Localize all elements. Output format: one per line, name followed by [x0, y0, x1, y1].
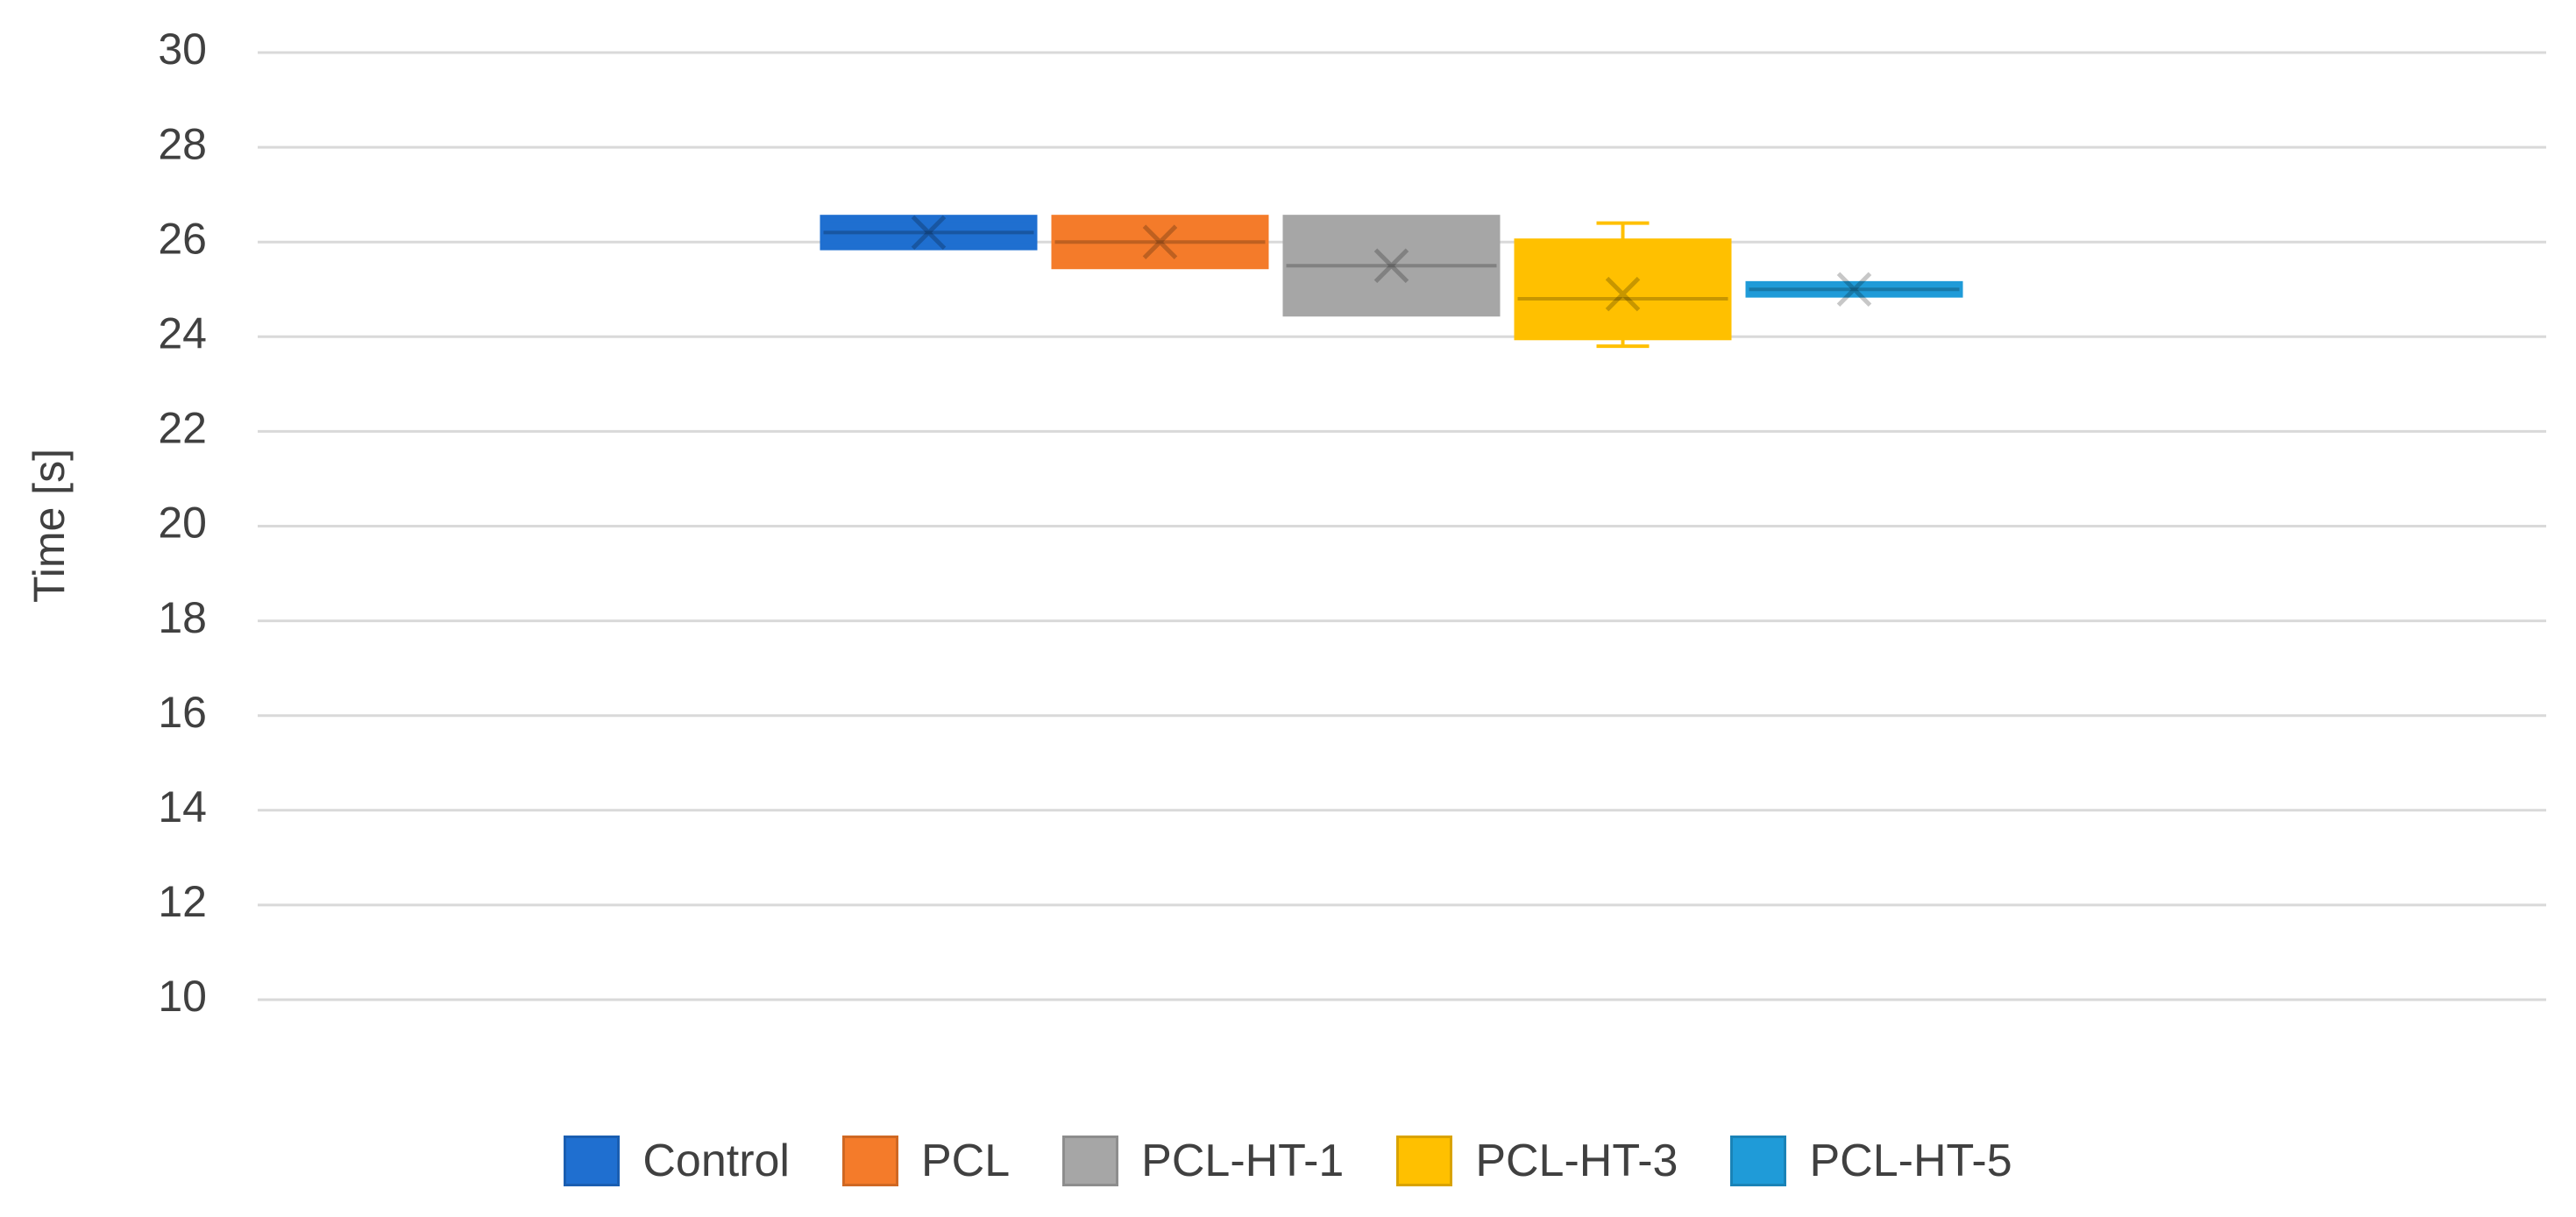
legend-swatch	[1730, 1136, 1787, 1186]
mean-marker	[1373, 248, 1409, 283]
y-tick-label: 14	[158, 782, 207, 831]
legend-label: PCL-HT-5	[1809, 1136, 2012, 1186]
y-tick-label: 10	[158, 972, 207, 1021]
mean-marker	[1142, 224, 1178, 259]
box	[1051, 215, 1269, 270]
legend-label: PCL-HT-1	[1141, 1136, 1345, 1186]
mean-marker	[1836, 272, 1872, 308]
y-tick-label: 16	[158, 688, 207, 737]
legend: Control PCL PCL-HT-1 PCL-HT-3 PCL-HT-5	[0, 1130, 2576, 1192]
box	[1282, 215, 1501, 317]
mean-marker	[1605, 276, 1641, 312]
legend-label: Control	[642, 1136, 790, 1186]
y-tick-label: 24	[158, 309, 207, 358]
legend-swatch	[842, 1136, 898, 1186]
legend-label: PCL-HT-3	[1475, 1136, 1678, 1186]
box	[820, 215, 1038, 251]
legend-swatch	[1396, 1136, 1453, 1186]
y-tick-label: 28	[158, 119, 207, 168]
box	[1514, 238, 1732, 341]
legend-swatch	[1062, 1136, 1119, 1186]
legend-item: PCL-HT-5	[1730, 1135, 2012, 1187]
box	[1745, 280, 1963, 298]
y-axis-title: Time [s]	[25, 449, 74, 603]
chart: Time [s] 10 12 14 16 18 20 22 24 26 28 30	[25, 25, 2546, 1021]
mean-marker	[911, 215, 947, 251]
y-tick-label: 26	[158, 214, 207, 263]
y-tick-label: 12	[158, 877, 207, 926]
y-tick-label: 18	[158, 593, 207, 642]
legend-item: PCL-HT-3	[1396, 1135, 1678, 1187]
legend-item: Control	[564, 1135, 790, 1187]
y-tick-label: 22	[158, 404, 207, 453]
y-tick-label: 30	[158, 25, 207, 74]
y-tick-label: 20	[158, 499, 207, 548]
legend-item: PCL-HT-1	[1062, 1135, 1344, 1187]
legend-item: PCL	[842, 1135, 1010, 1187]
legend-label: PCL	[921, 1136, 1011, 1186]
legend-swatch	[564, 1136, 621, 1186]
